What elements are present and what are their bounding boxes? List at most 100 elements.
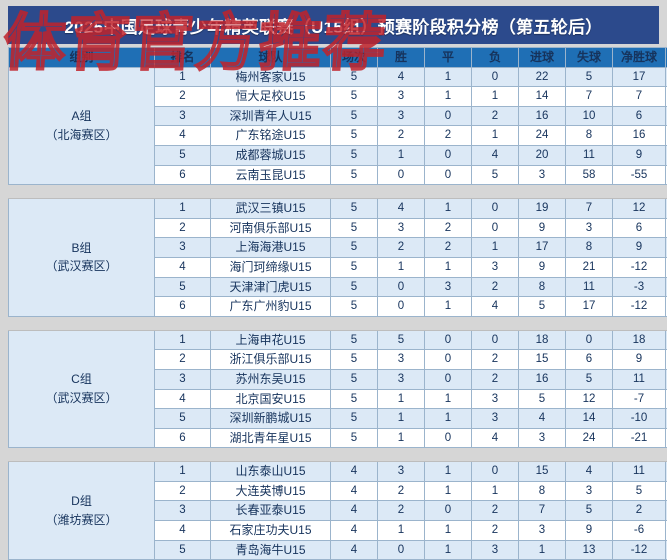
cell-gf: 20 (519, 145, 566, 165)
cell-loss: 0 (472, 199, 519, 219)
column-header-rank[interactable]: 排名 (155, 48, 211, 68)
cell-gf: 1 (519, 540, 566, 560)
cell-gd: 16 (613, 126, 666, 146)
cell-played: 5 (331, 369, 378, 389)
cell-draw: 1 (425, 389, 472, 409)
cell-rank: 6 (155, 428, 211, 448)
column-header-win[interactable]: 胜 (378, 48, 425, 68)
cell-played: 5 (331, 218, 378, 238)
cell-draw: 1 (425, 297, 472, 317)
cell-team: 青岛海牛U15 (211, 540, 331, 560)
cell-gf: 5 (519, 389, 566, 409)
page-title: 2025中国足球青少年精英联赛（U15组）预赛阶段积分榜（第五轮后） (64, 13, 602, 38)
cell-win: 2 (378, 126, 425, 146)
group-venue: （武汉赛区） (9, 389, 154, 408)
cell-ga: 17 (566, 297, 613, 317)
column-header-played[interactable]: 场次 (331, 48, 378, 68)
cell-gf: 9 (519, 218, 566, 238)
table-body: A组（北海赛区）1梅州客家U15541022517132恒大足校U1553111… (9, 67, 667, 560)
cell-gd: -21 (613, 428, 666, 448)
cell-team: 大连英博U15 (211, 481, 331, 501)
cell-rank: 1 (155, 462, 211, 482)
column-header-loss[interactable]: 负 (472, 48, 519, 68)
cell-gf: 14 (519, 87, 566, 107)
table-row[interactable]: A组（北海赛区）1梅州客家U1554102251713 (9, 67, 667, 87)
cell-gd: 12 (613, 199, 666, 219)
cell-gd: -55 (613, 165, 666, 185)
column-header-team[interactable]: 球队 (211, 48, 331, 68)
table-row[interactable]: B组（武汉赛区）1武汉三镇U1554101971213 (9, 199, 667, 219)
cell-team: 上海海港U15 (211, 238, 331, 258)
cell-team: 湖北青年星U15 (211, 428, 331, 448)
cell-gd: 5 (613, 481, 666, 501)
cell-ga: 3 (566, 481, 613, 501)
column-header-draw[interactable]: 平 (425, 48, 472, 68)
cell-gf: 22 (519, 67, 566, 87)
cell-ga: 9 (566, 521, 613, 541)
cell-played: 5 (331, 238, 378, 258)
cell-loss: 1 (472, 238, 519, 258)
cell-gd: 9 (613, 350, 666, 370)
cell-played: 5 (331, 297, 378, 317)
cell-draw: 0 (425, 145, 472, 165)
cell-draw: 1 (425, 409, 472, 429)
cell-win: 3 (378, 350, 425, 370)
cell-loss: 0 (472, 67, 519, 87)
cell-gf: 3 (519, 428, 566, 448)
group-separator-cell (9, 185, 667, 199)
column-header-gd[interactable]: 净胜球 (613, 48, 666, 68)
cell-draw: 3 (425, 277, 472, 297)
group-separator (9, 316, 667, 330)
cell-gd: 9 (613, 145, 666, 165)
cell-win: 1 (378, 428, 425, 448)
cell-loss: 1 (472, 126, 519, 146)
cell-rank: 3 (155, 238, 211, 258)
cell-team: 深圳新鹏城U15 (211, 409, 331, 429)
cell-gd: 11 (613, 369, 666, 389)
cell-gf: 24 (519, 126, 566, 146)
cell-loss: 2 (472, 521, 519, 541)
cell-gf: 16 (519, 106, 566, 126)
cell-loss: 2 (472, 106, 519, 126)
cell-gd: -12 (613, 540, 666, 560)
cell-ga: 5 (566, 67, 613, 87)
cell-rank: 2 (155, 350, 211, 370)
group-venue: （潍坊赛区） (9, 511, 154, 530)
cell-gf: 5 (519, 297, 566, 317)
cell-played: 5 (331, 87, 378, 107)
cell-played: 5 (331, 257, 378, 277)
cell-played: 5 (331, 145, 378, 165)
cell-gd: 7 (613, 87, 666, 107)
cell-draw: 1 (425, 540, 472, 560)
standings-page: 体育官方推荐 2025中国足球青少年精英联赛（U15组）预赛阶段积分榜（第五轮后… (0, 0, 667, 500)
table-row[interactable]: D组（潍坊赛区）1山东泰山U1543101541110 (9, 462, 667, 482)
cell-win: 3 (378, 218, 425, 238)
column-header-ga[interactable]: 失球 (566, 48, 613, 68)
cell-rank: 1 (155, 330, 211, 350)
column-header-gf[interactable]: 进球 (519, 48, 566, 68)
cell-win: 4 (378, 199, 425, 219)
cell-played: 5 (331, 350, 378, 370)
cell-win: 1 (378, 389, 425, 409)
cell-played: 5 (331, 277, 378, 297)
cell-gd: 18 (613, 330, 666, 350)
cell-ga: 7 (566, 87, 613, 107)
cell-ga: 8 (566, 126, 613, 146)
table-header-row: 组别排名球队场次胜平负进球失球净胜球积分 (9, 48, 667, 68)
group-label-C组: C组（武汉赛区） (9, 330, 155, 448)
cell-rank: 2 (155, 218, 211, 238)
group-name: B组 (9, 239, 154, 258)
standings-table: 组别排名球队场次胜平负进球失球净胜球积分 A组（北海赛区）1梅州客家U15541… (8, 47, 667, 560)
cell-team: 河南俱乐部U15 (211, 218, 331, 238)
column-header-group[interactable]: 组别 (9, 48, 155, 68)
cell-gd: -12 (613, 257, 666, 277)
cell-draw: 1 (425, 87, 472, 107)
cell-win: 0 (378, 165, 425, 185)
table-row[interactable]: C组（武汉赛区）1上海申花U1555001801815 (9, 330, 667, 350)
cell-win: 3 (378, 87, 425, 107)
group-separator (9, 448, 667, 462)
cell-team: 成都蓉城U15 (211, 145, 331, 165)
cell-win: 3 (378, 106, 425, 126)
cell-gf: 8 (519, 277, 566, 297)
cell-draw: 0 (425, 330, 472, 350)
